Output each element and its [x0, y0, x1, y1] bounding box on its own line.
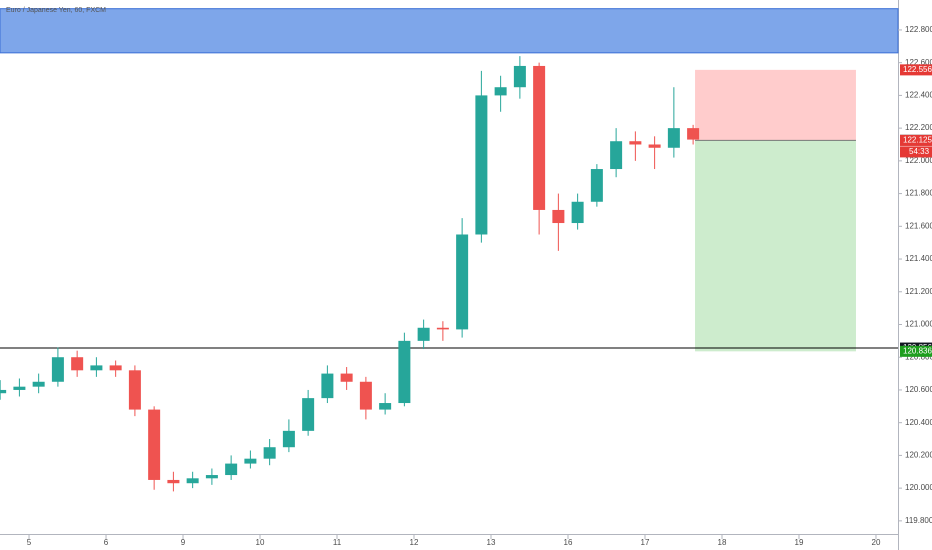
stop-label-bg [900, 345, 932, 357]
y-tick-label: 122.600 [905, 58, 932, 67]
candle-body [244, 458, 257, 464]
candle-body [90, 365, 103, 371]
x-tick-label: 19 [795, 538, 804, 547]
y-tick-label: 120.600 [905, 385, 932, 394]
candle-body [610, 141, 623, 170]
candle-body [494, 87, 507, 96]
candle-body [687, 128, 700, 140]
candle-body [475, 95, 488, 235]
candle-body [13, 386, 26, 390]
y-tick-label: 121.800 [905, 189, 932, 198]
y-tick-label: 120.800 [905, 352, 932, 361]
target-label: 122.556 [903, 65, 932, 74]
profit-box [695, 140, 856, 352]
candle-body [302, 398, 315, 431]
x-tick-label: 6 [104, 538, 109, 547]
candle-body [648, 144, 661, 148]
loss-box [695, 69, 856, 141]
candle-body [667, 128, 680, 148]
x-tick-label: 10 [256, 538, 265, 547]
x-tick-label: 17 [641, 538, 650, 547]
candle-body [282, 430, 295, 448]
stop-label: 120.836 [903, 346, 932, 355]
supply-zone [0, 8, 899, 54]
y-tick-label: 120.400 [905, 418, 932, 427]
candle-body [321, 373, 334, 399]
x-tick-label: 12 [410, 538, 419, 547]
candle-body [148, 409, 161, 480]
x-tick-label: 11 [333, 538, 342, 547]
y-tick-label: 121.400 [905, 254, 932, 263]
candle-body [456, 234, 469, 330]
x-tick-label: 16 [564, 538, 573, 547]
x-tick-label: 13 [487, 538, 496, 547]
x-tick-label: 20 [872, 538, 881, 547]
y-tick-label: 120.200 [905, 451, 932, 460]
candle-body [128, 370, 141, 410]
y-tick-label: 122.400 [905, 91, 932, 100]
candle-body [436, 327, 449, 330]
candle-body [340, 373, 353, 382]
candle-body [71, 357, 84, 371]
countdown-bg [900, 146, 932, 158]
y-tick-label: 121.000 [905, 320, 932, 329]
entry-label: 122.125 [903, 136, 932, 145]
y-tick-label: 120.000 [905, 483, 932, 492]
chart-title: Euro / Japanese Yen, 60, FXCM [6, 7, 106, 14]
candle-body [417, 327, 430, 341]
candle-body [629, 141, 642, 145]
candle-body [0, 389, 7, 394]
entry-label-bg [900, 134, 932, 146]
y-tick-label: 122.800 [905, 25, 932, 34]
y-tick-label: 119.800 [905, 516, 932, 525]
candle-body [590, 169, 603, 202]
candle-body [398, 340, 411, 404]
candle-body [32, 381, 45, 387]
candle-body [359, 381, 372, 410]
x-tick-label: 18 [718, 538, 727, 547]
countdown: 54:33 [909, 147, 930, 156]
candle-body [51, 357, 64, 382]
target-label-bg [900, 64, 932, 76]
candle-body [533, 65, 546, 210]
candle-body [513, 65, 526, 88]
candle-body [167, 479, 180, 484]
candle-body [571, 201, 584, 224]
candle-body [552, 209, 565, 224]
x-tick-label: 5 [27, 538, 32, 547]
y-tick-label: 121.600 [905, 221, 932, 230]
candle-body [225, 463, 238, 476]
candle-body [205, 475, 218, 479]
candle-body [263, 447, 276, 459]
candle-body [379, 403, 392, 410]
y-tick-label: 122.200 [905, 123, 932, 132]
candle-body [109, 365, 122, 371]
y-tick-label: 122.000 [905, 156, 932, 165]
candle-body [186, 478, 199, 484]
y-tick-label: 121.200 [905, 287, 932, 296]
x-tick-label: 9 [181, 538, 186, 547]
